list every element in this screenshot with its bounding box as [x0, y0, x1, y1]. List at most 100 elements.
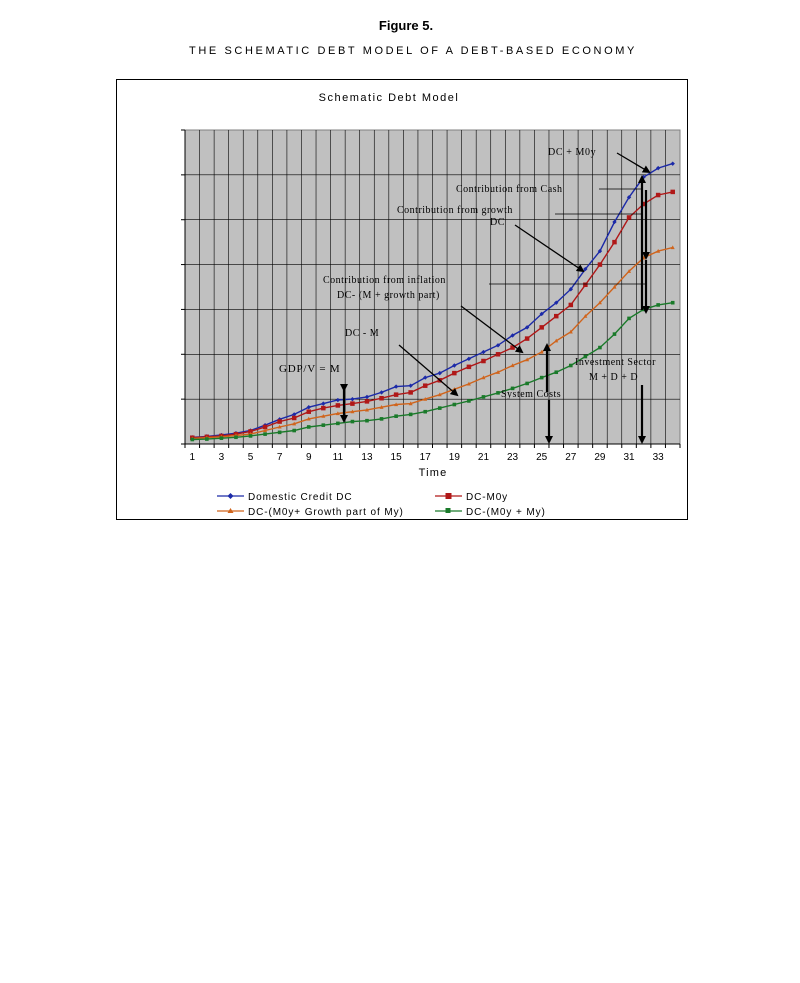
data-point — [306, 409, 311, 414]
x-tick-label: 1 — [189, 452, 195, 463]
data-point — [190, 437, 195, 442]
data-point — [597, 300, 602, 305]
data-point — [627, 269, 632, 273]
annotation-system-costs: System Costs — [501, 389, 561, 400]
data-point — [568, 302, 574, 308]
data-point — [655, 192, 661, 198]
x-tick-label: 25 — [536, 452, 548, 463]
data-point — [510, 386, 515, 391]
data-point — [335, 403, 341, 408]
chart-container: Schematic Debt Model 1 3 5 7 9 11 13 15 17 19 21 23… — [116, 79, 688, 520]
data-point — [423, 396, 428, 401]
data-point — [467, 399, 471, 403]
data-point — [641, 201, 646, 207]
data-point — [335, 411, 340, 416]
arrow-growth — [514, 224, 585, 273]
data-point — [350, 396, 355, 402]
data-point — [554, 313, 559, 319]
data-point — [510, 363, 515, 368]
legend-label-1: Domestic Credit DC — [248, 492, 353, 503]
data-point — [321, 401, 326, 406]
data-point — [569, 363, 573, 368]
data-point — [263, 428, 268, 433]
data-point — [481, 395, 486, 399]
data-point — [336, 421, 340, 426]
axes: 1 3 5 7 9 11 13 15 17 19 21 23 25 27 29 31 33 — [181, 129, 681, 463]
data-point — [263, 432, 267, 436]
data-point — [568, 329, 573, 334]
annotation-growth-2: DC — [490, 217, 505, 228]
data-point — [364, 407, 369, 412]
legend-item-dc-m0y: DC-M0y — [435, 492, 507, 503]
data-point — [321, 423, 326, 427]
data-point — [598, 345, 602, 350]
x-tick-label: 9 — [306, 452, 312, 463]
data-point — [670, 161, 675, 166]
data-point — [364, 399, 370, 404]
data-point — [554, 370, 559, 375]
legend-marker-2 — [445, 493, 452, 499]
series-3 — [190, 245, 675, 441]
annotation-growth-1: Contribution from growth — [397, 205, 513, 216]
data-point — [277, 430, 282, 435]
x-tick-label: 13 — [361, 452, 373, 463]
data-point — [248, 434, 253, 438]
data-point — [466, 364, 472, 370]
data-point — [539, 325, 544, 330]
data-point — [408, 390, 413, 395]
data-point — [321, 413, 326, 418]
legend-item-dc-growth: DC-(M0y+ Growth part of My) — [217, 507, 404, 518]
data-point — [292, 421, 297, 426]
data-point — [510, 333, 515, 338]
data-point — [554, 300, 559, 305]
data-point — [495, 352, 501, 357]
data-point — [379, 405, 384, 409]
data-point — [554, 338, 559, 343]
data-point — [291, 412, 297, 417]
arrow-inflation — [460, 305, 524, 354]
debt-model-chart: Schematic Debt Model 1 3 5 7 9 11 13 15 17 19 21 23… — [181, 92, 681, 518]
data-point — [350, 401, 355, 406]
data-point — [350, 409, 355, 414]
data-point — [423, 409, 428, 414]
series-line-2 — [192, 191, 673, 439]
data-point — [597, 262, 603, 267]
data-point — [394, 402, 399, 407]
data-point — [393, 392, 399, 397]
x-tick-label: 31 — [623, 452, 635, 463]
data-point — [583, 313, 588, 318]
data-point — [437, 370, 442, 376]
x-tick-label: 19 — [449, 452, 461, 463]
x-tick-label: 23 — [507, 452, 519, 463]
legend-marker-1 — [227, 493, 234, 499]
x-tick-label: 27 — [565, 452, 577, 463]
data-point — [466, 381, 471, 386]
data-point — [670, 300, 675, 305]
annotation-dc-m: DC - M — [345, 328, 379, 339]
data-point — [379, 390, 384, 395]
data-point — [437, 406, 442, 410]
figure-label: Figure 5. — [378, 18, 434, 33]
chart-title: Schematic Debt Model — [319, 92, 460, 104]
data-point — [466, 356, 472, 361]
data-point — [437, 392, 442, 397]
data-point — [481, 349, 486, 355]
data-point — [291, 415, 297, 421]
figure-title: THE SCHEMATIC DEBT MODEL OF A DEBT-BASED… — [189, 45, 637, 57]
x-tick-label: 17 — [420, 452, 432, 463]
data-point — [627, 316, 631, 321]
annotation-inflation-1: Contribution from inflation — [323, 275, 446, 286]
data-point — [452, 363, 457, 368]
annotation-cash: Contribution from Cash — [456, 184, 563, 195]
legend-label-3: DC-(M0y+ Growth part of My) — [248, 507, 404, 518]
data-point — [248, 429, 253, 434]
data-point — [656, 303, 660, 307]
data-point — [365, 418, 369, 423]
data-point — [524, 336, 530, 341]
legend-item-dc-m0y-my: DC-(M0y + My) — [435, 507, 545, 518]
x-tick-label: 5 — [248, 452, 254, 463]
data-point — [583, 354, 588, 359]
data-point — [408, 401, 413, 406]
data-point — [481, 375, 486, 380]
data-point — [321, 405, 326, 411]
